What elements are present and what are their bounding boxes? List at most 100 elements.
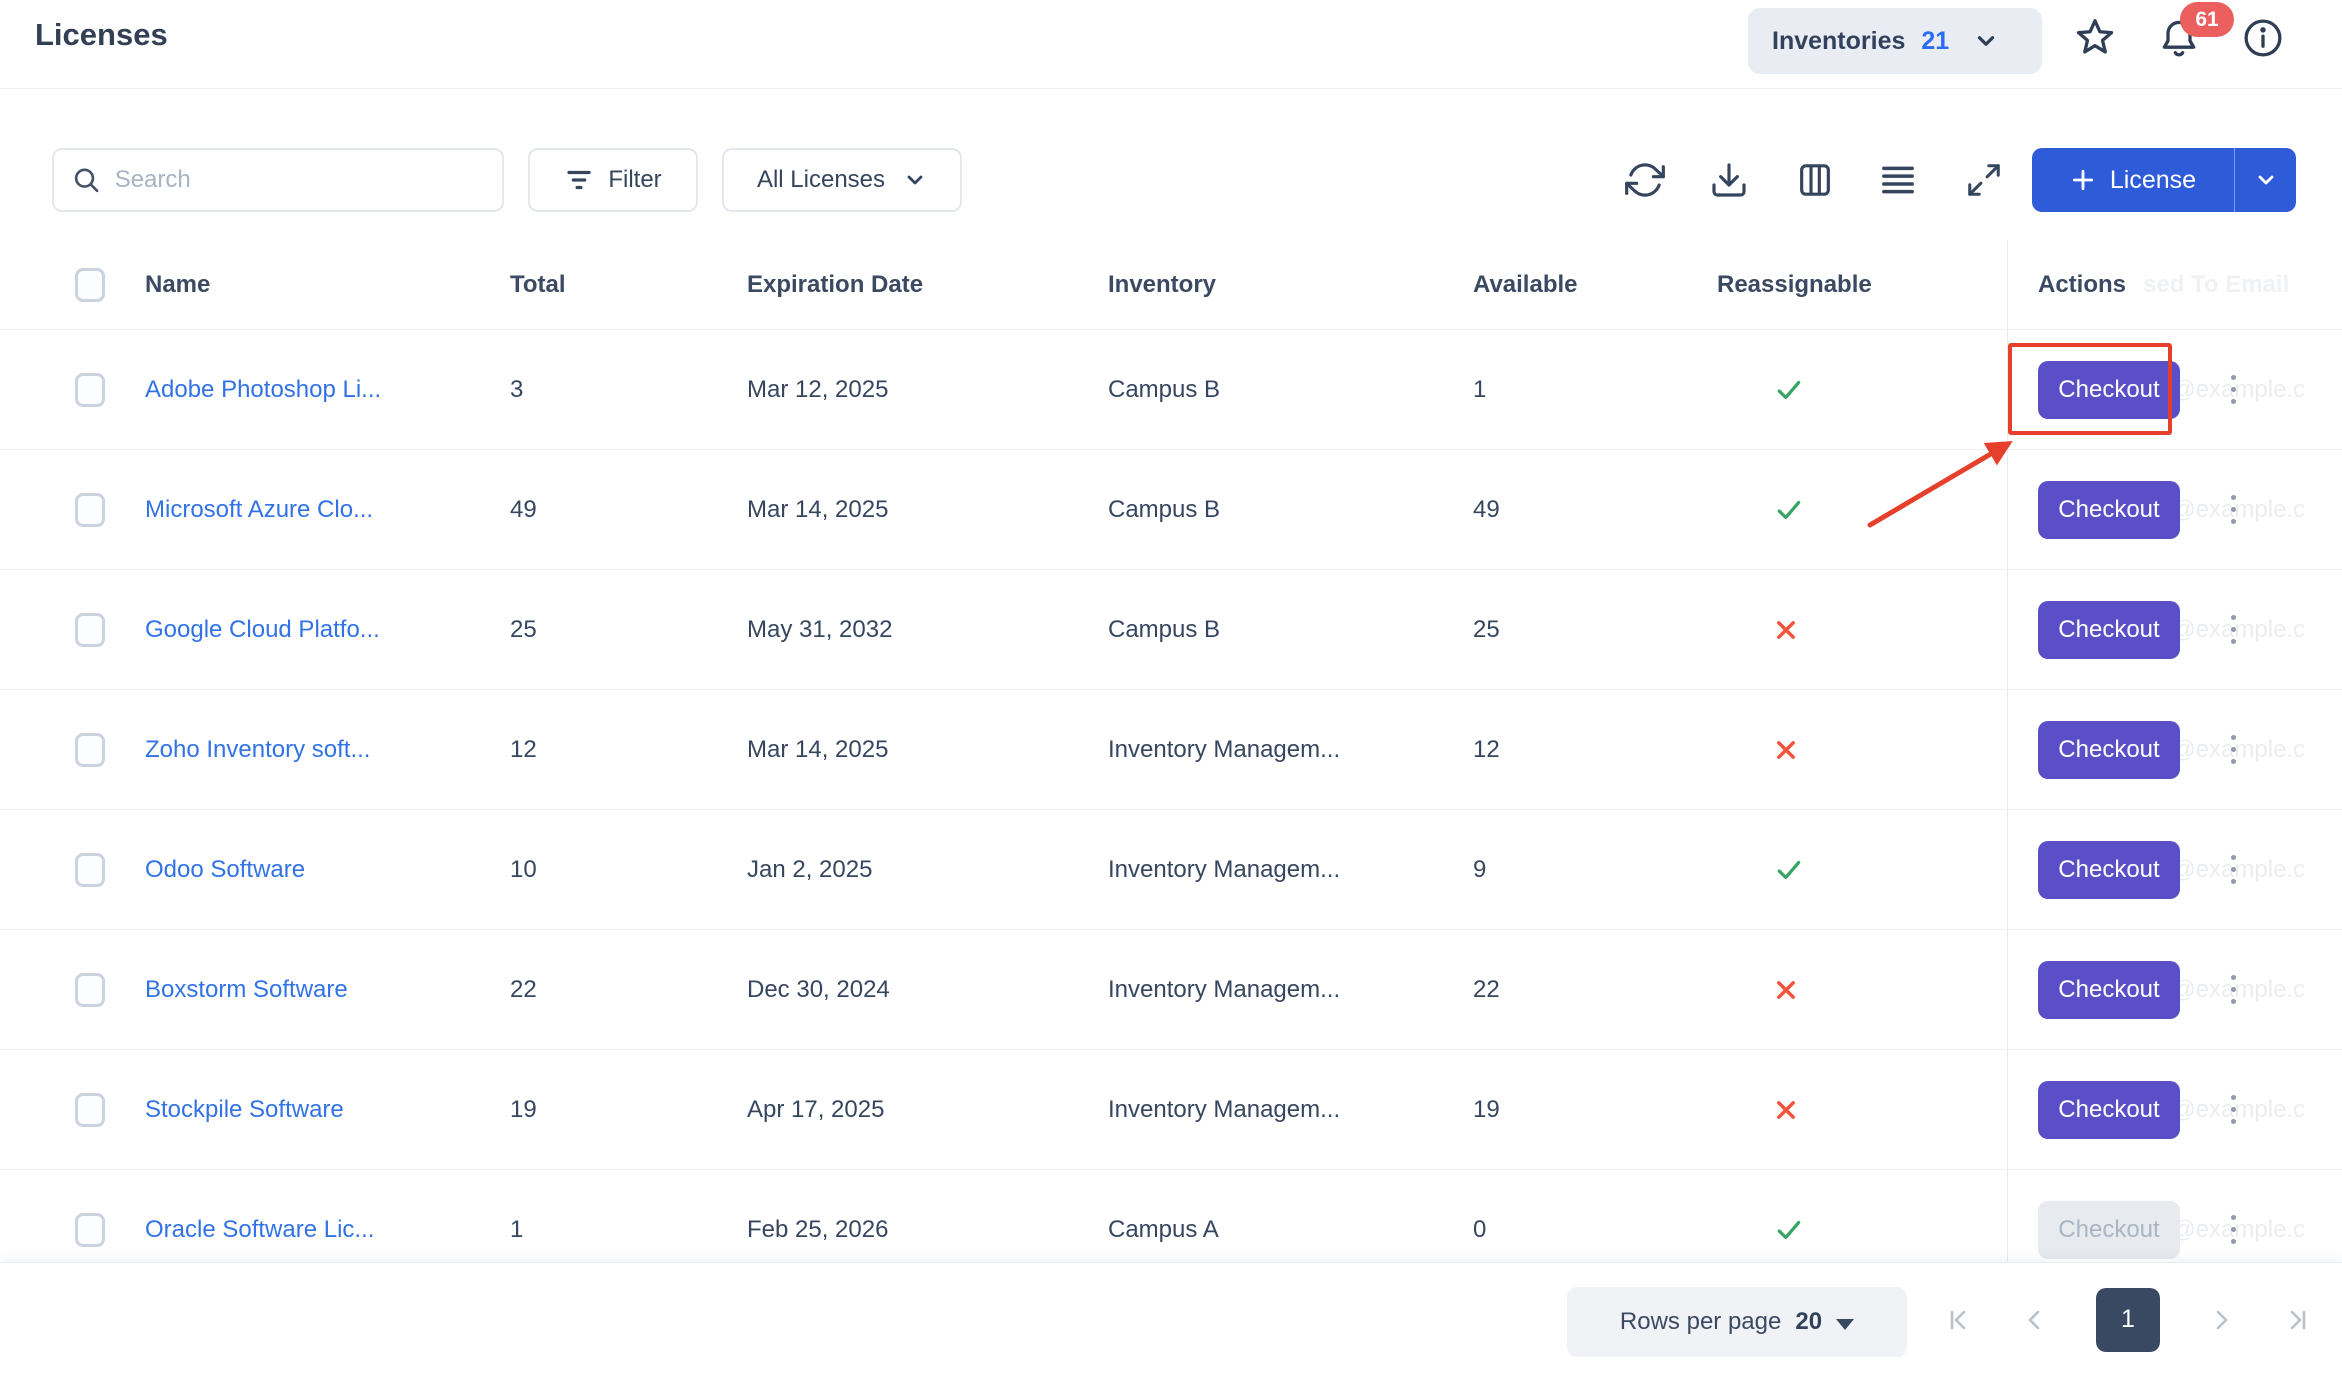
table-row: Microsoft Azure Clo... 49 Mar 14, 2025 C… bbox=[0, 450, 2342, 570]
add-license-button[interactable]: License bbox=[2032, 148, 2296, 212]
reassignable-check-icon bbox=[1777, 380, 1801, 399]
column-header-actions: Actions bbox=[2038, 270, 2127, 299]
row-inventory: Inventory Managem... bbox=[1108, 855, 1341, 883]
inventories-selector[interactable]: Inventories 21 bbox=[1748, 8, 2042, 74]
refresh-icon bbox=[1625, 163, 1665, 197]
column-header-inventory: Inventory bbox=[1108, 270, 1217, 298]
row-checkbox[interactable] bbox=[75, 492, 105, 527]
row-total: 49 bbox=[510, 495, 537, 523]
checkout-button[interactable]: Checkout bbox=[2038, 720, 2180, 779]
row-menu-kebab-icon[interactable] bbox=[2220, 488, 2246, 532]
row-checkbox[interactable] bbox=[75, 852, 105, 887]
table-row: Google Cloud Platfo... 25 May 31, 2032 C… bbox=[0, 570, 2342, 690]
row-available: 25 bbox=[1473, 615, 1500, 643]
row-checkbox[interactable] bbox=[75, 372, 105, 407]
info-icon bbox=[2244, 19, 2282, 57]
license-scope-dropdown[interactable]: All Licenses bbox=[722, 148, 962, 212]
row-expiration: Mar 12, 2025 bbox=[747, 375, 889, 403]
column-header-available: Available bbox=[1473, 270, 1578, 298]
row-available: 1 bbox=[1473, 375, 1487, 403]
checkout-button[interactable]: Checkout bbox=[2038, 840, 2180, 899]
row-expiration: Jan 2, 2025 bbox=[747, 855, 873, 883]
row-total: 25 bbox=[510, 615, 537, 643]
row-menu-kebab-icon[interactable] bbox=[2220, 368, 2246, 412]
download-button[interactable] bbox=[1707, 158, 1751, 202]
row-actions-sticky: e@example.c Checkout bbox=[2007, 690, 2342, 809]
row-available: 49 bbox=[1473, 495, 1500, 523]
row-height-button[interactable] bbox=[1876, 158, 1920, 202]
checkout-button[interactable]: Checkout bbox=[2038, 600, 2180, 659]
row-name-link[interactable]: Stockpile Software bbox=[145, 1095, 344, 1123]
rows-per-page-value: 20 bbox=[1795, 1308, 1823, 1335]
current-page-button[interactable]: 1 bbox=[2096, 1287, 2160, 1352]
star-icon bbox=[2076, 19, 2114, 54]
column-header-expiration: Expiration Date bbox=[747, 270, 924, 298]
last-page-button[interactable] bbox=[2282, 1305, 2312, 1335]
row-actions-sticky: e@example.c Checkout bbox=[2007, 1050, 2342, 1169]
row-name-link[interactable]: Odoo Software bbox=[145, 855, 306, 883]
hidden-column-header-ghost: sed To Email bbox=[2143, 270, 2290, 298]
row-total: 12 bbox=[510, 735, 537, 763]
checkout-button[interactable]: Checkout bbox=[2038, 1080, 2180, 1139]
row-reassignable bbox=[1717, 690, 2007, 809]
refresh-button[interactable] bbox=[1623, 158, 1667, 202]
reassignable-check-icon bbox=[1777, 500, 1801, 519]
table-row: Zoho Inventory soft... 12 Mar 14, 2025 I… bbox=[0, 690, 2342, 810]
previous-page-button[interactable] bbox=[2020, 1305, 2050, 1335]
row-available: 9 bbox=[1473, 855, 1487, 883]
caret-down-icon bbox=[1836, 1318, 1855, 1330]
column-header-actions-sticky: sed To Email Actions bbox=[2007, 240, 2342, 329]
row-menu-kebab-icon[interactable] bbox=[2220, 968, 2246, 1012]
row-available: 22 bbox=[1473, 975, 1500, 1003]
checkout-button[interactable]: Checkout bbox=[2038, 960, 2180, 1019]
checkout-button[interactable]: Checkout bbox=[2038, 480, 2180, 539]
row-name-link[interactable]: Zoho Inventory soft... bbox=[145, 735, 371, 763]
table-row: Boxstorm Software 22 Dec 30, 2024 Invent… bbox=[0, 930, 2342, 1050]
row-checkbox[interactable] bbox=[75, 972, 105, 1007]
row-reassignable bbox=[1717, 1050, 2007, 1169]
row-name-link[interactable]: Google Cloud Platfo... bbox=[145, 615, 380, 643]
row-menu-kebab-icon[interactable] bbox=[2220, 608, 2246, 652]
row-reassignable bbox=[1717, 330, 2007, 449]
add-license-main[interactable]: License bbox=[2032, 148, 2234, 212]
row-checkbox[interactable] bbox=[75, 1092, 105, 1127]
filter-button[interactable]: Filter bbox=[528, 148, 698, 212]
row-expiration: Mar 14, 2025 bbox=[747, 495, 889, 523]
row-name-link[interactable]: Oracle Software Lic... bbox=[145, 1215, 375, 1243]
row-total: 10 bbox=[510, 855, 537, 883]
row-name-link[interactable]: Microsoft Azure Clo... bbox=[145, 495, 374, 523]
row-name-link[interactable]: Adobe Photoshop Li... bbox=[145, 375, 382, 403]
toolbar: Filter All Licenses License bbox=[0, 148, 2342, 212]
row-menu-kebab-icon[interactable] bbox=[2220, 1088, 2246, 1132]
row-menu-kebab-icon[interactable] bbox=[2220, 1208, 2246, 1252]
reassignable-cross-icon bbox=[1777, 1100, 1795, 1119]
row-checkbox[interactable] bbox=[75, 732, 105, 767]
row-name-link[interactable]: Boxstorm Software bbox=[145, 975, 348, 1003]
table-row: Stockpile Software 19 Apr 17, 2025 Inven… bbox=[0, 1050, 2342, 1170]
first-page-button[interactable] bbox=[1944, 1305, 1974, 1335]
next-page-button[interactable] bbox=[2206, 1305, 2236, 1335]
row-checkbox[interactable] bbox=[75, 612, 105, 647]
pager: 1 bbox=[1944, 1263, 2312, 1376]
row-total: 1 bbox=[510, 1215, 524, 1243]
info-button[interactable] bbox=[2240, 15, 2286, 61]
search-input[interactable] bbox=[114, 166, 484, 194]
checkout-button[interactable]: Checkout bbox=[2038, 360, 2180, 419]
favorites-button[interactable] bbox=[2072, 15, 2118, 61]
row-menu-kebab-icon[interactable] bbox=[2220, 848, 2246, 892]
row-checkbox[interactable] bbox=[75, 1212, 105, 1247]
rows-per-page-dropdown[interactable]: Rows per page 20 bbox=[1567, 1287, 1907, 1357]
app-header: Licenses Inventories 21 61 bbox=[0, 0, 2342, 89]
row-inventory: Campus B bbox=[1108, 495, 1221, 523]
select-all-checkbox[interactable] bbox=[75, 267, 105, 302]
column-header-total: Total bbox=[510, 270, 566, 298]
search-box bbox=[52, 148, 504, 212]
fullscreen-button[interactable] bbox=[1962, 158, 2006, 202]
chevron-right-icon bbox=[2216, 1310, 2228, 1329]
row-menu-kebab-icon[interactable] bbox=[2220, 728, 2246, 772]
row-inventory: Inventory Managem... bbox=[1108, 1095, 1341, 1123]
checkout-button[interactable]: Checkout bbox=[2038, 1200, 2180, 1259]
expand-icon bbox=[1968, 164, 2000, 196]
add-license-dropdown[interactable] bbox=[2234, 148, 2296, 212]
columns-button[interactable] bbox=[1793, 158, 1837, 202]
